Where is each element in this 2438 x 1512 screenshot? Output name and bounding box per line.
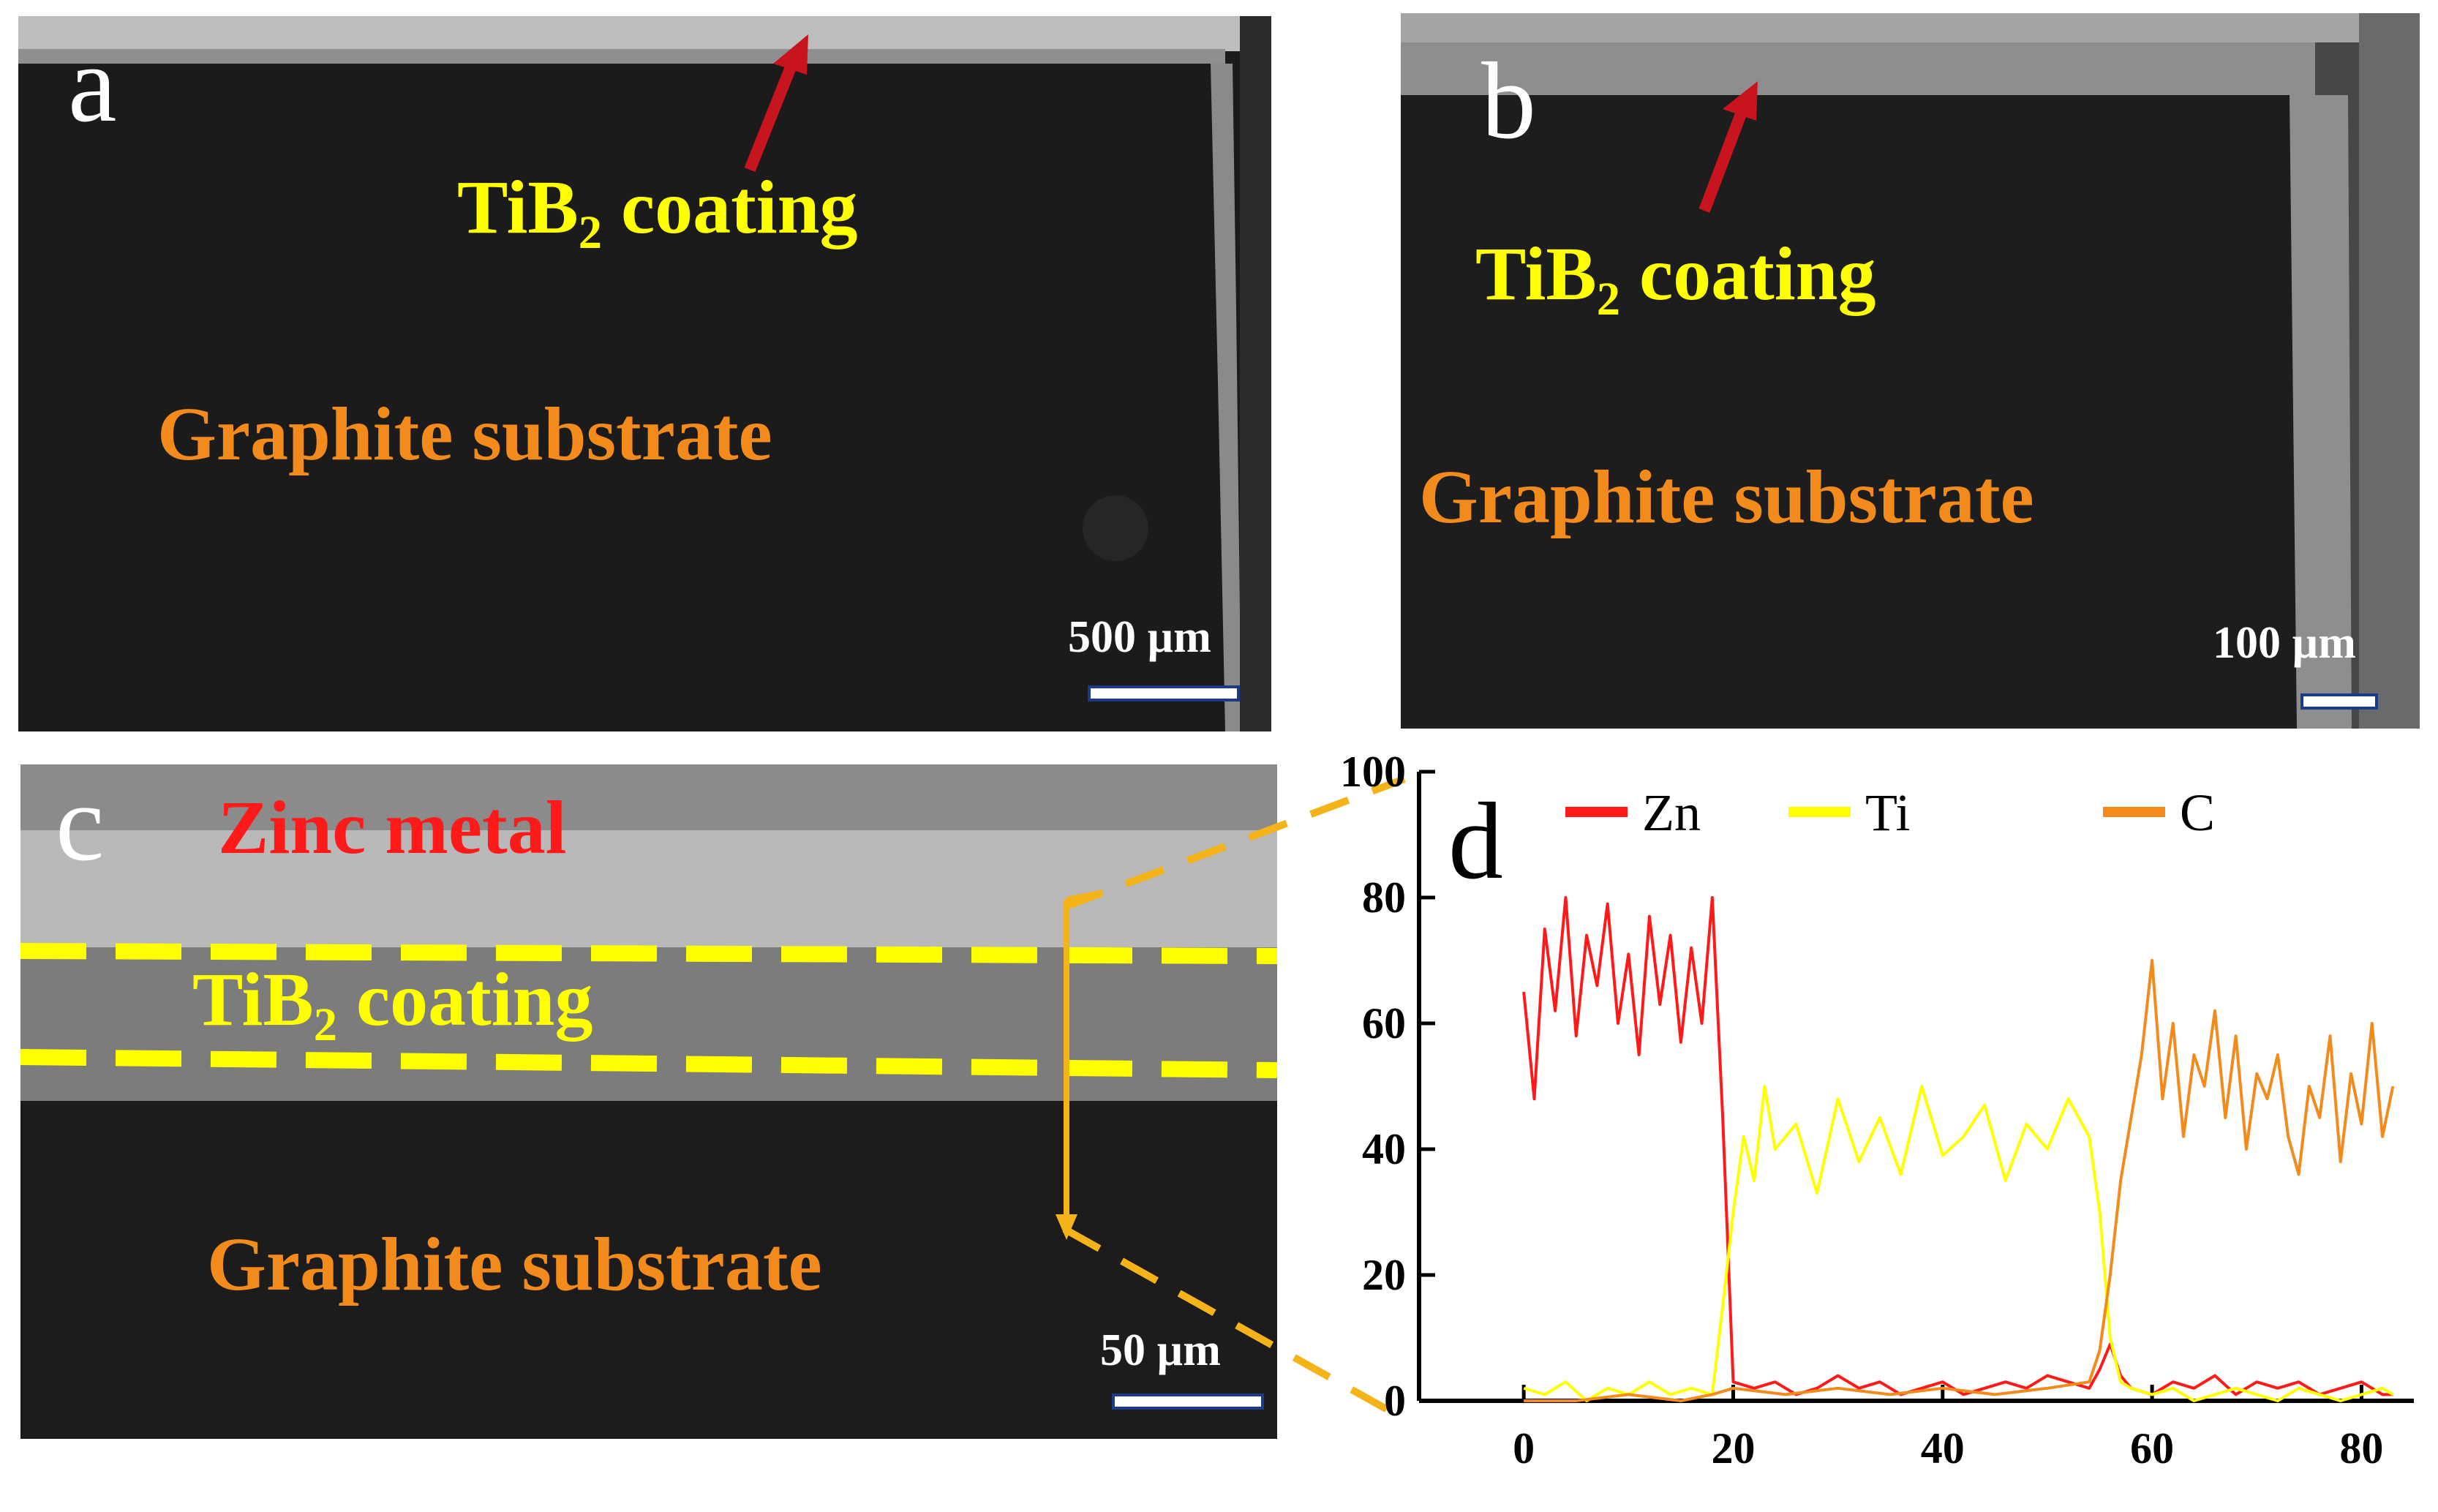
x-tick-label: 60: [2130, 1424, 2174, 1472]
panel-d-line-chart: 0 20 40 60 80 100 0 20 40 60 80 Zn Ti Cd: [1340, 748, 2414, 1472]
series-line-c: [1524, 959, 2395, 1402]
panel-b-zinc-top-band: [1401, 13, 2420, 42]
panel-a-substrate-label: Graphite substrate: [157, 392, 772, 476]
panel-b-coating-label: TiB2 coating: [1475, 232, 1876, 325]
panel-b-substrate-label: Graphite substrate: [1419, 455, 2034, 539]
x-tick-label: 40: [1921, 1424, 1965, 1472]
panel-a-coating-top: [18, 49, 1225, 64]
panel-a-micrograph: [18, 16, 1271, 731]
y-tick-label: 60: [1362, 999, 1406, 1048]
x-tick-label: 0: [1513, 1424, 1535, 1472]
panel-b-letter: b: [1481, 40, 1536, 162]
panel-b-coating-side: [2290, 95, 2352, 729]
panel-a-coating-label: TiB2 coating: [457, 165, 858, 258]
panel-a-scale-text: 500 µm: [1068, 612, 1211, 662]
y-tick-label: 0: [1384, 1377, 1406, 1425]
panel-a-arrow: [744, 34, 808, 172]
legend-label-zn: Zn: [1642, 783, 1701, 842]
panel-c-letter: c: [56, 764, 105, 884]
panel-b-arrow: [1698, 81, 1758, 213]
panel-a-scale-bar: [1088, 685, 1240, 702]
panel-a-zinc-top-band: [18, 16, 1271, 51]
panel-b-scale-bar: [2300, 693, 2378, 710]
legend-label-c: C: [2180, 783, 2215, 842]
panel-c-scale-bar: [1112, 1393, 1264, 1410]
y-tick-label: 40: [1362, 1125, 1406, 1173]
x-tick-label: 20: [1711, 1424, 1755, 1472]
panel-b-sem-image: b TiB2 coating Graphite substrate 100 µm: [1401, 13, 2420, 729]
zoom-connector-lines: [1062, 775, 1407, 1423]
panel-c-micrograph: [20, 764, 1277, 1439]
x-tick-label: 80: [2339, 1424, 2383, 1472]
y-tick-label: 20: [1362, 1251, 1406, 1299]
panel-b-scale-text: 100 µm: [2213, 618, 2356, 668]
series-line-zn: [1522, 896, 2393, 1396]
panel-c-metal-label: Zinc metal: [218, 786, 567, 870]
panel-a-coating-side: [1211, 64, 1241, 731]
panel-d-letter: d: [1448, 781, 1503, 902]
panel-c-substrate-label: Graphite substrate: [207, 1222, 822, 1306]
y-tick-label: 100: [1340, 748, 1406, 796]
panel-b-coating-top: [1401, 42, 2315, 95]
series-line-ti: [1523, 1085, 2394, 1402]
panel-c-sem-image: c Zinc metal TiB2 coating Graphite subst…: [20, 764, 1277, 1439]
legend-label-ti: Ti: [1865, 783, 1910, 842]
panel-c-scale-text: 50 µm: [1100, 1325, 1221, 1375]
y-tick-label: 80: [1362, 873, 1406, 922]
panel-b-micrograph: [1401, 13, 2420, 729]
panel-a-letter: a: [68, 23, 117, 145]
panel-c-coating-label: TiB2 coating: [192, 958, 593, 1050]
panel-a-sem-image: a TiB2 coating Graphite substrate 500 µm: [18, 16, 1271, 731]
